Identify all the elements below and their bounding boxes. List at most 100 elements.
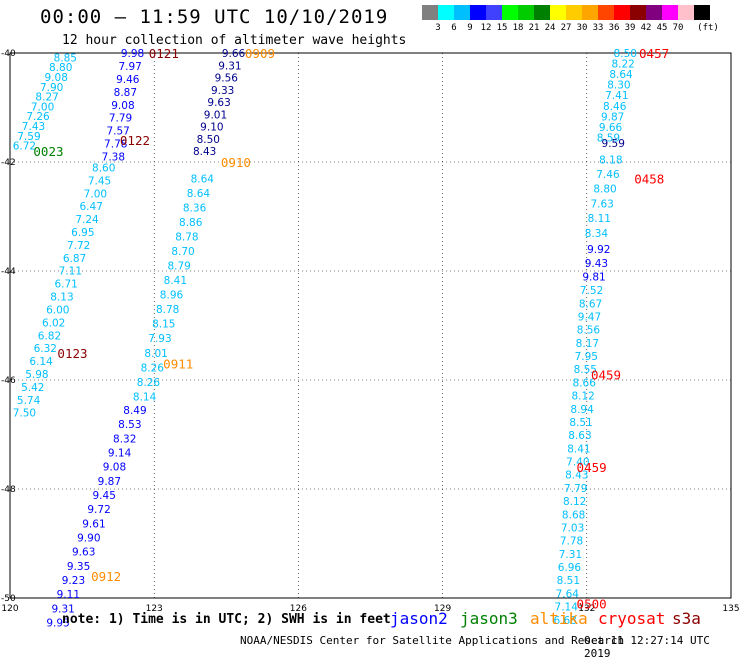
color-scale-swatch: [502, 5, 518, 20]
wave-height-value: 6.82: [38, 330, 61, 342]
wave-height-value: 9.11: [57, 589, 80, 601]
wave-height-value: 8.50: [614, 48, 637, 60]
lon-label: 126: [290, 604, 307, 614]
wave-height-value: 9.14: [108, 447, 132, 459]
color-scale-tick: 12: [480, 23, 492, 33]
wave-height-value: 8.30: [607, 80, 630, 92]
color-scale-swatch: [470, 5, 486, 20]
color-scale-tick: 42: [640, 23, 652, 33]
color-scale-tick: 6: [451, 23, 457, 33]
wave-height-value: 7.00: [31, 101, 54, 113]
color-scale-tick: 21: [528, 23, 540, 33]
wave-height-value: 9.10: [200, 122, 223, 134]
color-scale-swatch: [438, 5, 454, 20]
wave-height-value: 8.96: [160, 290, 184, 302]
color-scale-swatch: [454, 5, 470, 20]
lat-label: -42: [1, 158, 16, 168]
wave-height-value: 8.87: [114, 87, 137, 99]
wave-height-value: 9.33: [211, 85, 234, 97]
wave-height-value: 7.00: [84, 188, 107, 200]
color-scale-tick: 33: [592, 23, 604, 33]
wave-height-value: 8.64: [187, 188, 211, 200]
wave-height-value: 7.79: [564, 483, 587, 495]
wave-height-value: 6.02: [42, 317, 65, 329]
wave-height-value: 8.34: [585, 228, 609, 240]
legend-item-altika: altika: [530, 609, 588, 628]
wave-height-value: 8.26: [137, 377, 161, 389]
lon-label: 129: [434, 604, 451, 614]
map-frame: [9, 52, 732, 599]
wave-height-value: 9.66: [222, 48, 246, 60]
color-scale-swatch: [614, 5, 630, 20]
color-scale-tick: 36: [608, 23, 620, 33]
wave-height-value: 8.46: [603, 101, 627, 113]
wave-height-value: 9.72: [87, 504, 110, 516]
wave-height-value: 7.95: [575, 351, 598, 363]
wave-height-value: 7.59: [17, 131, 40, 143]
color-scale-tick: 18: [512, 23, 524, 33]
color-scale-swatch: [694, 5, 710, 20]
wave-height-value: 9.81: [582, 271, 605, 283]
wave-height-value: 8.12: [563, 496, 586, 508]
wave-height-value: 6.68: [553, 615, 576, 627]
pass-number-label: 0459: [591, 368, 621, 383]
wave-height-value: 7.40: [566, 457, 589, 469]
wave-height-value: 5.98: [25, 369, 48, 381]
color-scale-swatch: [630, 5, 646, 20]
wave-height-value: 8.15: [152, 319, 175, 331]
wave-height-value: 8.14: [133, 391, 157, 403]
wave-height-value: 8.80: [593, 184, 616, 196]
wave-height-value: 9.92: [587, 244, 610, 256]
legend-item-s3a: s3a: [672, 609, 701, 628]
wave-height-value: 7.41: [605, 90, 628, 102]
wave-height-value: 7.72: [67, 240, 90, 252]
generation-timestamp: Oct 11 12:27:14 UTC 2019: [584, 634, 710, 660]
map-subtitle: 12 hour collection of altimeter wave hei…: [62, 33, 407, 48]
lon-label: 132: [578, 604, 595, 614]
wave-height-value: 8.64: [609, 69, 633, 81]
color-scale-tick: 27: [560, 23, 572, 33]
pass-number-label: 0912: [91, 569, 121, 584]
color-scale-unit: (ft): [697, 23, 719, 33]
color-scale-tick: 45: [656, 23, 668, 33]
color-scale-tick: 9: [467, 23, 473, 33]
color-scale-tick: 30: [576, 23, 588, 33]
wave-height-value: 6.47: [80, 201, 103, 213]
pass-number-label: 0123: [57, 346, 87, 361]
wave-height-value: 8.80: [49, 62, 72, 74]
wave-height-value: 8.22: [611, 59, 634, 71]
wave-height-value: 8.79: [167, 261, 190, 273]
color-scale-swatch: [422, 5, 438, 20]
color-scale-tick: 15: [496, 23, 508, 33]
wave-height-value: 7.78: [104, 139, 127, 151]
wave-height-value: 9.98: [121, 48, 144, 60]
wave-height-value: 6.14: [29, 356, 53, 368]
wave-height-value: 9.23: [62, 575, 85, 587]
wave-height-value: 8.43: [193, 146, 216, 158]
wave-height-value: 8.78: [175, 231, 198, 243]
wave-height-value: 7.52: [580, 285, 603, 297]
wave-height-value: 9.63: [72, 547, 95, 559]
lon-label: 123: [146, 604, 163, 614]
wave-height-value: 8.51: [569, 417, 592, 429]
lat-label: -44: [1, 267, 16, 277]
wave-height-value: 8.41: [164, 275, 187, 287]
color-scale-tick: 70: [672, 23, 684, 33]
wave-height-value: 9.56: [215, 73, 239, 85]
wave-height-value: 6.96: [558, 562, 582, 574]
wave-height-value: 6.87: [63, 253, 86, 265]
lat-label: -40: [1, 49, 16, 59]
lat-label: -46: [1, 376, 16, 386]
wave-height-value: 7.63: [590, 198, 613, 210]
color-scale-tick: 3: [435, 23, 441, 33]
wave-height-value: 6.71: [54, 279, 77, 291]
pass-number-label: 0121: [149, 46, 179, 61]
wave-height-value: 9.08: [103, 462, 126, 474]
wave-height-value: 8.27: [35, 92, 58, 104]
wave-height-value: 8.68: [562, 509, 585, 521]
wave-height-value: 7.26: [26, 111, 50, 123]
wave-height-value: 7.45: [88, 175, 111, 187]
legend-item-jason3: jason3: [460, 609, 518, 628]
wave-height-value: 8.32: [113, 433, 136, 445]
wave-height-value: 8.85: [54, 52, 77, 64]
